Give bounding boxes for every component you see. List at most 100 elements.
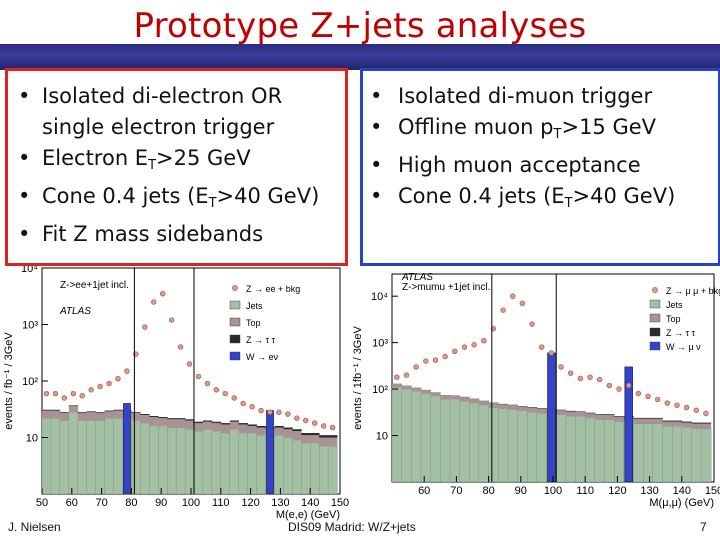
jets-bar [662, 425, 673, 482]
x-tick-label: 80 [482, 485, 494, 497]
jets-bar [411, 391, 422, 482]
top-bar [131, 413, 141, 421]
x-tick-label: 60 [66, 497, 78, 509]
chart-subtitle: ATLAS [59, 306, 91, 317]
data-point [276, 409, 282, 415]
jets-bar [536, 413, 548, 482]
top-bar [430, 392, 441, 397]
ztautau-bar [202, 420, 213, 422]
data-point [320, 423, 327, 429]
top-bar [420, 390, 432, 394]
data-point [43, 390, 50, 397]
ztautau-bar [319, 435, 329, 438]
jets-bar [256, 435, 267, 494]
jets-bar [671, 425, 683, 482]
legend-label: Z → μ μ + bkg [666, 286, 720, 296]
top-bar [652, 418, 663, 424]
jets-bar [681, 427, 693, 482]
x-tick-label: 80 [125, 497, 137, 509]
top-bar [459, 397, 470, 402]
legend-label: Top [666, 314, 681, 324]
data-point [97, 383, 103, 390]
top-bar [681, 422, 692, 428]
jets-bar [50, 418, 61, 494]
data-point [442, 353, 448, 360]
jets-bar [498, 408, 509, 482]
y-tick-label: 10³ [22, 320, 38, 332]
data-point [403, 372, 410, 378]
ztautau-bar [229, 420, 240, 422]
top-bar [392, 383, 403, 388]
jets-bar [440, 399, 451, 482]
footer-author: J. Nielsen [8, 520, 61, 534]
bullet-item: Electron ET>25 GeV [18, 143, 345, 181]
bullet-item: Isolated di-electron OR single electron … [18, 81, 345, 143]
top-bar [691, 423, 702, 429]
x-tick-label: 140 [301, 497, 319, 509]
ztautau-bar [681, 421, 692, 423]
right-bullet-box: Isolated di-muon trigger Offline muon pT… [360, 68, 720, 266]
data-point [240, 400, 246, 407]
bullet-item: High muon acceptance [370, 150, 718, 181]
jets-bar [633, 423, 644, 482]
x-tick-label: 120 [608, 485, 626, 497]
x-tick-label: 130 [640, 485, 658, 497]
jets-bar [604, 419, 615, 482]
wlnu-bar [624, 366, 633, 482]
legend-label: Jets [666, 300, 683, 310]
data-point [500, 307, 506, 313]
legend-marker [232, 285, 238, 291]
jets-bar [643, 423, 654, 482]
jets-bar [59, 420, 70, 494]
data-point [577, 375, 584, 382]
top-bar [507, 405, 518, 410]
jets-bar [175, 427, 186, 494]
legend-swatch [229, 351, 241, 361]
top-bar [59, 413, 70, 421]
top-bar [517, 406, 528, 411]
y-axis-label: events / 1fb⁻¹ / 3GeV [352, 326, 364, 430]
top-bar [556, 410, 567, 415]
ztautau-bar [158, 417, 168, 419]
data-point [432, 357, 439, 363]
top-bar [140, 415, 150, 424]
jets-bar [469, 402, 480, 482]
jets-bar [691, 428, 702, 482]
top-bar [565, 411, 576, 417]
top-bar [575, 412, 586, 417]
legend-label: Jets [246, 301, 263, 311]
jets-bar [449, 399, 461, 482]
x-tick-label: 90 [515, 485, 527, 497]
ztautau-bar [247, 424, 257, 426]
top-bar [498, 404, 509, 409]
jets-bar [652, 423, 664, 482]
legend-label: Top [246, 318, 261, 328]
legend-swatch [229, 300, 241, 310]
ztautau-bar [274, 425, 284, 428]
top-bar [86, 412, 97, 421]
jets-bar [158, 425, 168, 494]
jets-bar [310, 442, 320, 494]
electron-mass-plot: 50 60 70 80 90 100 110 120 130 140 150 10 10² 10³ 10⁴ M… [3, 263, 349, 521]
x-tick-label: 150 [705, 485, 720, 497]
top-bar [50, 410, 61, 419]
jets-bar [327, 446, 338, 494]
jets-bar [301, 442, 311, 494]
bullet-text: Cone 0.4 jets (E [398, 184, 565, 208]
top-bar [211, 423, 222, 432]
top-bar [68, 406, 79, 413]
jets-bar [283, 437, 293, 494]
data-point [267, 409, 273, 415]
data-point [394, 374, 400, 380]
y-tick-label: 10² [372, 384, 388, 396]
data-point [88, 387, 94, 393]
data-point [61, 395, 68, 401]
data-point [625, 382, 632, 389]
top-bar [42, 410, 52, 419]
jets-bar [700, 428, 712, 482]
jets-bar [565, 416, 577, 482]
data-point [596, 376, 603, 383]
jets-bar [420, 393, 432, 482]
ztautau-bar [672, 420, 683, 422]
bullet-text: Isolated di-muon trigger [398, 84, 653, 108]
